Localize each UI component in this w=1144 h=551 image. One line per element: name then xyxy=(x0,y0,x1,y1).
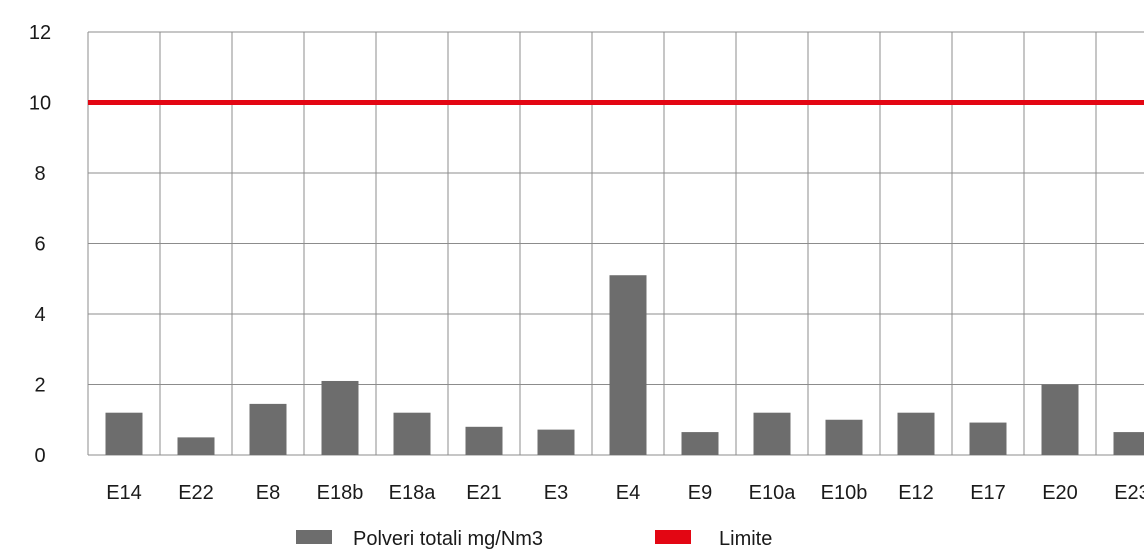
x-axis-ticks: E14 E22 E8 E18b E18a E21 E3 E4 E9 E10a E10b E12 E17 E… xyxy=(106,482,1144,504)
x-tick-label-e23: E23 xyxy=(1114,482,1144,504)
x-tick-label-e18b: E18b xyxy=(317,482,364,504)
x-tick-label-e3: E3 xyxy=(544,482,568,504)
bar-e8 xyxy=(249,403,287,455)
y-tick-label: 10 xyxy=(29,93,51,115)
bar-e3 xyxy=(537,429,575,455)
x-tick-label-e17: E17 xyxy=(970,482,1006,504)
chart-bars xyxy=(105,275,1144,455)
x-tick-label-e4: E4 xyxy=(616,482,640,504)
chart-legend: Polveri totali mg/Nm3 Limite xyxy=(296,528,772,550)
bar-e22 xyxy=(177,437,215,455)
x-tick-label-e21: E21 xyxy=(466,482,502,504)
bar-e18b xyxy=(321,380,359,455)
bar-e20 xyxy=(1041,384,1079,455)
x-tick-label-e8: E8 xyxy=(256,482,280,504)
x-tick-label-e10b: E10b xyxy=(821,482,868,504)
bar-e10b xyxy=(825,419,863,455)
y-tick-label: 8 xyxy=(34,163,45,185)
bar-e23 xyxy=(1113,432,1144,455)
bar-e12 xyxy=(897,412,935,455)
y-tick-label: 4 xyxy=(34,304,45,326)
y-tick-label: 0 xyxy=(34,445,45,467)
x-tick-label-e14: E14 xyxy=(106,482,142,504)
bar-e4 xyxy=(609,275,647,455)
x-tick-label-e10a: E10a xyxy=(749,482,797,504)
legend-swatch-limite xyxy=(655,530,691,544)
x-tick-label-e22: E22 xyxy=(178,482,214,504)
y-axis-ticks: 0 2 4 6 8 10 12 xyxy=(29,22,51,467)
x-tick-label-e9: E9 xyxy=(688,482,712,504)
legend-label-polveri: Polveri totali mg/Nm3 xyxy=(353,528,543,550)
y-tick-label: 6 xyxy=(34,234,45,256)
bar-e21 xyxy=(465,426,503,455)
legend-swatch-polveri xyxy=(296,530,332,544)
bar-e14 xyxy=(105,412,143,455)
x-tick-label-e18a: E18a xyxy=(389,482,437,504)
y-tick-label: 12 xyxy=(29,22,51,44)
legend-label-limite: Limite xyxy=(719,528,772,550)
x-tick-label-e20: E20 xyxy=(1042,482,1078,504)
bar-e18a xyxy=(393,412,431,455)
bar-e10a xyxy=(753,412,791,455)
bar-e9 xyxy=(681,432,719,455)
bar-e17 xyxy=(969,422,1007,455)
y-tick-label: 2 xyxy=(34,375,45,397)
x-tick-label-e12: E12 xyxy=(898,482,934,504)
